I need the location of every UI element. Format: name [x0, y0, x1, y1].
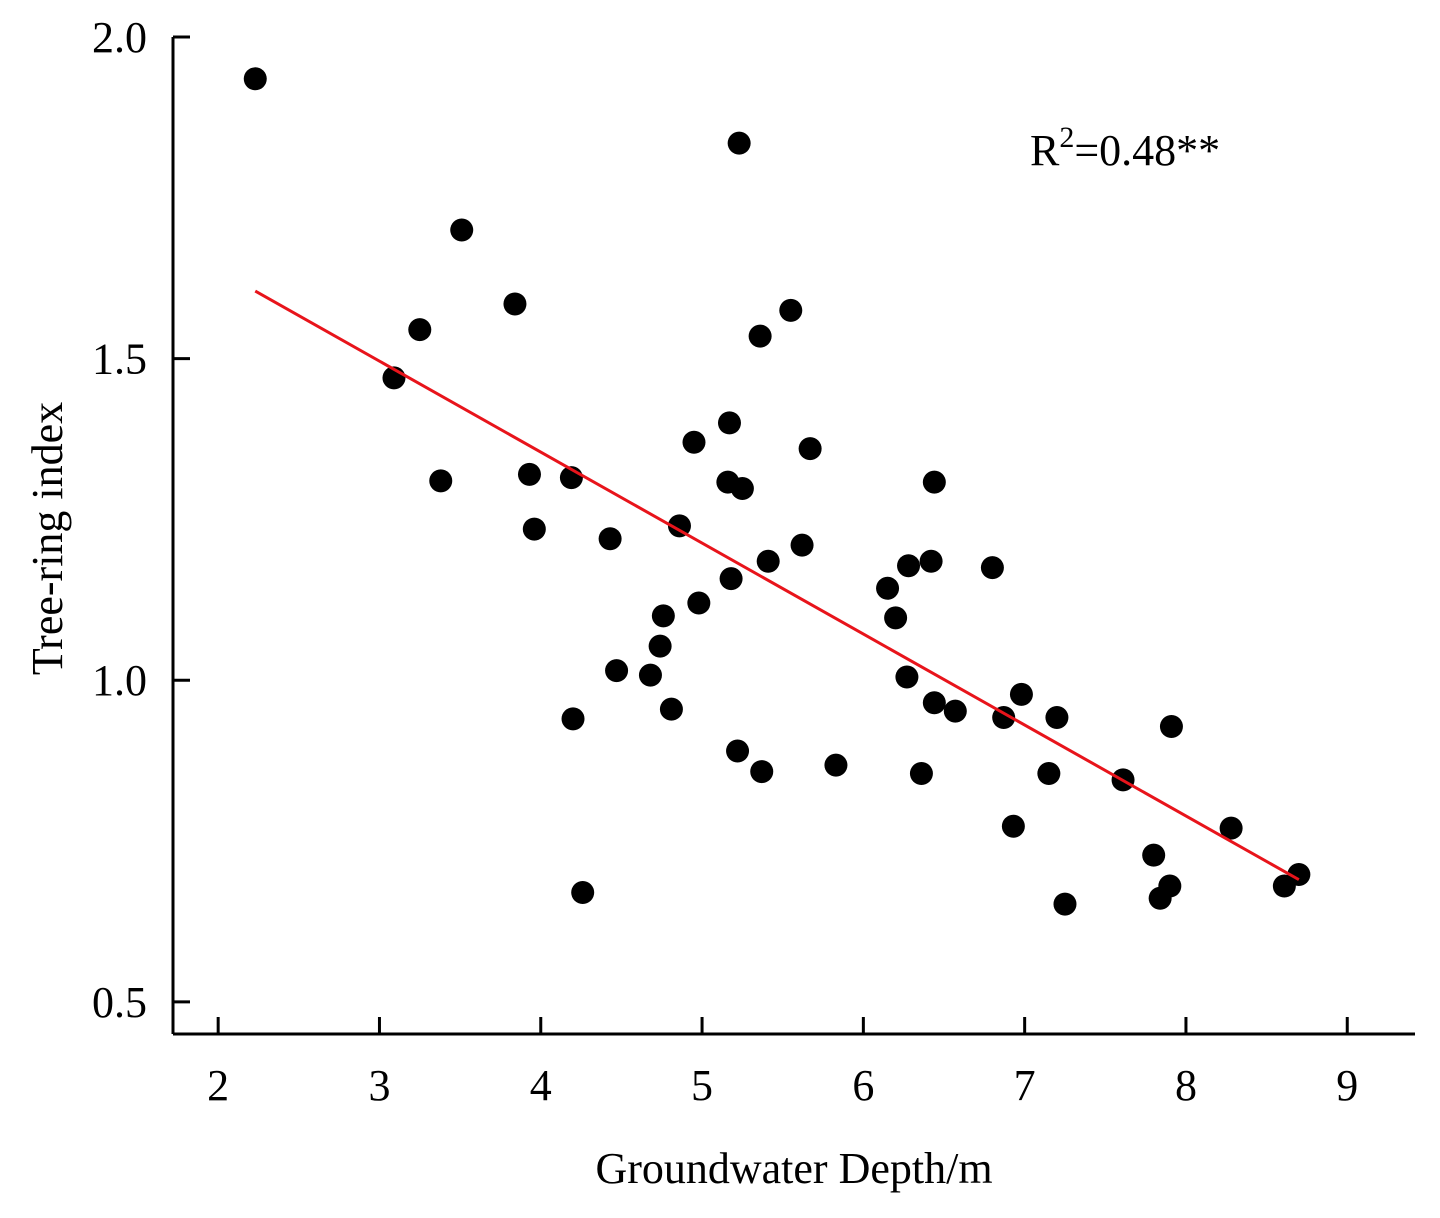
annotation-base: R: [1030, 126, 1060, 175]
data-point: [897, 554, 921, 578]
data-point: [1158, 874, 1182, 898]
data-point: [243, 67, 267, 91]
data-point: [571, 880, 595, 904]
trendline: [254, 289, 1300, 881]
x-tick-label: 2: [207, 1061, 229, 1110]
y-tick-label: 1.5: [92, 335, 147, 384]
x-tick-label: 6: [852, 1061, 874, 1110]
x-tick-label: 7: [1014, 1061, 1036, 1110]
data-point: [750, 760, 774, 784]
data-point: [1142, 843, 1166, 867]
r-squared-annotation: R2=0.48**: [1030, 121, 1220, 176]
data-point: [1037, 761, 1061, 785]
data-point: [1287, 862, 1311, 886]
data-point: [561, 707, 585, 731]
x-tick-label: 8: [1175, 1061, 1197, 1110]
x-tick-label: 9: [1336, 1061, 1358, 1110]
data-point: [726, 739, 750, 763]
x-tick-label: 3: [368, 1061, 390, 1110]
data-point: [730, 477, 754, 501]
data-point: [992, 706, 1016, 730]
data-point: [779, 298, 803, 322]
data-point: [717, 411, 741, 435]
data-point: [605, 659, 629, 683]
data-point: [922, 470, 946, 494]
data-point: [876, 576, 900, 600]
data-point: [756, 549, 780, 573]
data-point: [1045, 706, 1069, 730]
data-point: [922, 691, 946, 715]
data-point: [517, 462, 541, 486]
axes: [171, 37, 1415, 1036]
data-point: [790, 533, 814, 557]
data-point: [667, 514, 691, 538]
data-point: [429, 469, 453, 493]
x-ticks: 2 3 4 5 6 7 8 9: [207, 1017, 1358, 1110]
data-point: [943, 699, 967, 723]
data-point: [450, 218, 474, 242]
y-tick-label: 2.0: [92, 13, 147, 62]
data-point: [1009, 682, 1033, 706]
y-tick-label: 0.5: [92, 978, 147, 1027]
data-point: [1159, 715, 1183, 739]
data-point: [895, 665, 919, 689]
data-point: [919, 549, 943, 573]
y-ticks: 0.5 1.0 1.5 2.0: [92, 13, 190, 1027]
data-point: [651, 604, 675, 628]
data-point: [719, 567, 743, 591]
annotation-rest: =0.48**: [1074, 126, 1220, 175]
data-point: [798, 437, 822, 461]
y-axis-title: Tree-ring index: [23, 402, 72, 675]
data-point: [909, 761, 933, 785]
data-point: [687, 591, 711, 615]
data-point: [1219, 816, 1243, 840]
annotation-superscript: 2: [1059, 121, 1074, 154]
data-point: [638, 663, 662, 687]
data-points: [243, 67, 1311, 916]
data-point: [824, 753, 848, 777]
data-point: [727, 131, 751, 155]
data-point: [1053, 892, 1077, 916]
data-point: [503, 292, 527, 316]
data-point: [648, 634, 672, 658]
data-point: [1001, 814, 1025, 838]
data-point: [522, 517, 546, 541]
data-point: [884, 606, 908, 630]
data-point: [980, 556, 1004, 580]
data-point: [659, 697, 683, 721]
data-point: [748, 324, 772, 348]
data-point: [682, 430, 706, 454]
x-tick-label: 5: [691, 1061, 713, 1110]
data-point: [408, 318, 432, 342]
x-tick-label: 4: [530, 1061, 552, 1110]
data-point: [598, 527, 622, 551]
x-axis-title: Groundwater Depth/m: [595, 1144, 992, 1193]
y-tick-label: 1.0: [92, 656, 147, 705]
